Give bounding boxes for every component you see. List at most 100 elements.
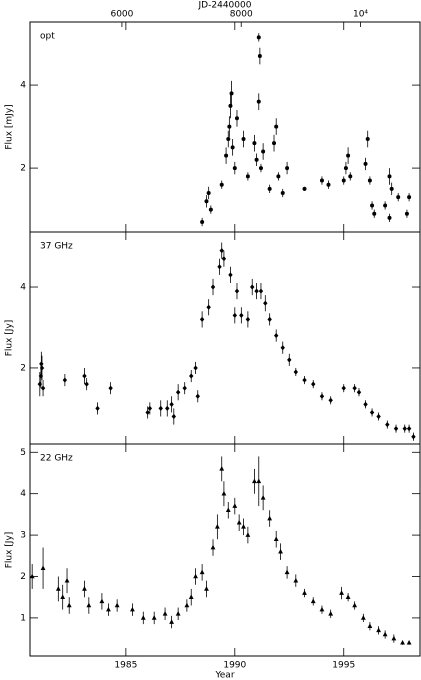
point (193, 365, 198, 371)
point (221, 256, 227, 262)
point (363, 161, 368, 166)
point (82, 586, 87, 591)
point (273, 536, 279, 542)
y-tick-label: 4 (20, 283, 26, 293)
point (29, 573, 35, 579)
point (360, 615, 366, 620)
point (319, 178, 324, 183)
point (285, 166, 290, 171)
point (84, 381, 89, 387)
point (276, 174, 281, 179)
point (162, 610, 168, 616)
point (365, 137, 370, 142)
point (274, 124, 279, 129)
point (258, 166, 263, 171)
point (293, 577, 299, 583)
point (339, 590, 344, 595)
point (151, 615, 157, 620)
point (195, 393, 200, 399)
panel-label: opt (40, 32, 55, 42)
point (341, 178, 346, 183)
point (228, 272, 233, 278)
point (39, 365, 45, 371)
point (245, 532, 251, 537)
point (406, 426, 412, 432)
panel-frame (29, 443, 421, 657)
point (346, 153, 351, 158)
point (404, 211, 409, 216)
point (280, 190, 285, 195)
point (39, 361, 44, 367)
point (158, 405, 163, 411)
point (376, 413, 381, 420)
point (387, 215, 392, 220)
y-tick-label: 2 (20, 164, 26, 174)
point (280, 345, 285, 351)
point (260, 495, 266, 500)
point (261, 149, 266, 154)
point (99, 598, 105, 604)
point (258, 288, 264, 294)
point (175, 610, 181, 616)
point (263, 300, 268, 306)
point (367, 623, 373, 628)
point (370, 203, 375, 208)
y-tick-label: 2 (20, 363, 26, 373)
point (226, 137, 231, 142)
point (147, 405, 153, 411)
point (217, 264, 222, 270)
point (232, 503, 238, 508)
point (221, 490, 227, 496)
point (328, 397, 333, 403)
point (293, 369, 299, 375)
point (95, 405, 100, 411)
point (241, 137, 246, 142)
point (256, 478, 262, 484)
point (267, 186, 272, 191)
x2-tick-label: 8000 (230, 10, 253, 20)
point (267, 515, 273, 521)
point (356, 389, 362, 395)
y-axis-label: Flux [Jy] (5, 320, 15, 357)
point (193, 573, 198, 579)
point (108, 385, 113, 391)
point (267, 316, 272, 322)
point (62, 377, 68, 383)
point (64, 577, 70, 583)
point (311, 381, 316, 387)
y-tick-label: 5 (20, 448, 26, 458)
point (236, 519, 242, 525)
panel-frame (29, 231, 421, 445)
point (229, 91, 234, 96)
point (284, 569, 290, 575)
point (230, 145, 235, 150)
point (343, 166, 348, 171)
point (382, 631, 388, 637)
point (369, 409, 375, 416)
point (274, 332, 279, 339)
point (219, 466, 225, 471)
y-tick-label: 1 (20, 613, 26, 623)
point (82, 373, 87, 379)
x-tick-label: 1990 (223, 661, 246, 671)
point (278, 548, 283, 554)
point (245, 174, 250, 179)
point (227, 124, 232, 129)
point (254, 288, 259, 294)
point (204, 199, 209, 204)
point (234, 116, 239, 121)
point (252, 141, 257, 146)
point (38, 373, 44, 379)
x-tick-label: 1995 (332, 661, 355, 671)
point (184, 602, 190, 608)
panel-label: 37 GHz (40, 242, 73, 252)
point (411, 434, 416, 440)
point (225, 507, 231, 513)
point (254, 157, 259, 162)
point (60, 594, 66, 600)
point (302, 377, 307, 383)
point (287, 357, 292, 363)
point (224, 153, 229, 158)
point (256, 35, 261, 40)
